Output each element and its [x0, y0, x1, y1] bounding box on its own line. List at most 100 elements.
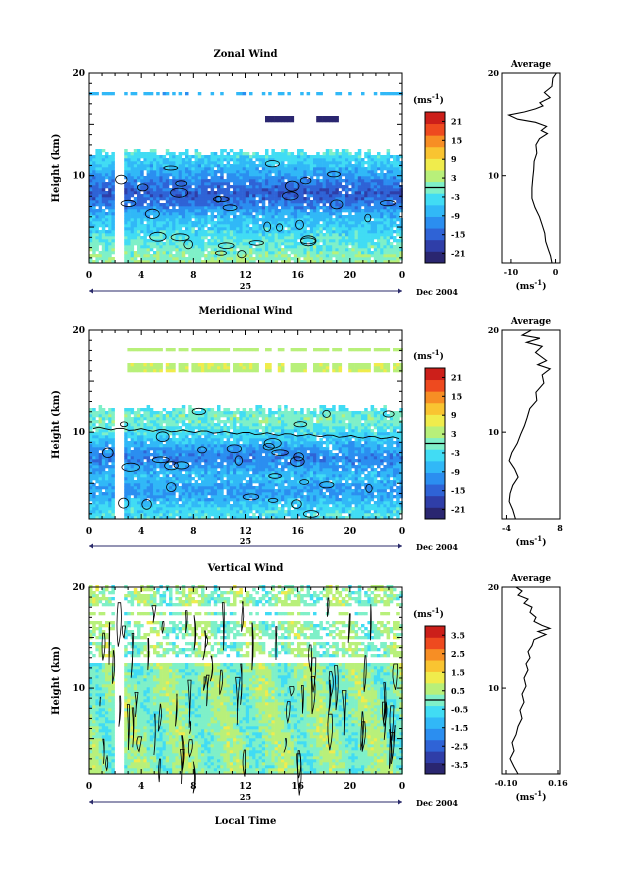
profile-x-tick-label: -0.10	[495, 778, 518, 788]
y-axis-label: Height (km)	[51, 646, 62, 715]
colorbar-unit: (ms-1)	[413, 606, 444, 621]
x-tick-label: 0	[86, 271, 92, 281]
profile-y-tick-label: 20	[488, 582, 500, 592]
colorbar-tick-label: 0.5	[451, 686, 465, 696]
x-tick-label: 12	[239, 782, 252, 792]
panel-title: Zonal Wind	[213, 49, 277, 60]
x-tick-label: 20	[344, 527, 357, 537]
colorbar-tick-label: -21	[451, 249, 465, 259]
profile-x-tick-label: -4	[502, 523, 511, 533]
colorbar-band	[425, 379, 445, 392]
date-label: Dec 2004	[416, 287, 458, 297]
heatmap	[89, 585, 403, 775]
colorbar-tick-label: 15	[451, 391, 462, 401]
contours	[102, 407, 395, 518]
profile-x-unit: (ms-1)	[516, 278, 547, 293]
profile-frame	[501, 72, 561, 264]
day-label: 25	[240, 536, 251, 546]
panel-title: Meridional Wind	[198, 306, 292, 317]
average-profile: Average 20 10 -4 8 (ms-1)	[488, 317, 563, 548]
colorbar-tick-label: 1.5	[451, 667, 465, 677]
profile-y-tick-label: 10	[488, 171, 500, 181]
colorbar-band	[425, 449, 445, 462]
colorbar-band	[425, 762, 445, 775]
y-axis-label: Height (km)	[51, 390, 62, 459]
colorbar-tick-label: 21	[451, 372, 462, 382]
profile-line	[508, 329, 552, 520]
profile-y-tick-label: 10	[488, 427, 500, 437]
average-profile: Average 20 10 -0.10 0.16(ms-1)	[488, 574, 568, 803]
y-tick-label: 10	[72, 428, 85, 438]
timeline: 25 Dec 2004	[89, 792, 458, 808]
colorbar-tick-label: -1.5	[451, 723, 468, 733]
profile-title: Average	[510, 60, 551, 70]
colorbar-band	[425, 682, 445, 695]
colorbar-tick-label: 9	[451, 154, 457, 164]
colorbar-band	[425, 414, 445, 427]
average-profile: Average 20 10 -10 0 (ms-1)	[488, 60, 561, 293]
x-tick-label: 4	[138, 782, 144, 792]
colorbar-tick-label: 21	[451, 116, 462, 126]
x-tick-label: 16	[291, 271, 304, 281]
profile-x-tick-label: -10	[504, 267, 519, 277]
day-label: 25	[240, 281, 251, 291]
x-ticks: 0 4 8 12 16 20 0	[86, 330, 405, 537]
colorbar-band	[425, 216, 445, 229]
profile-x-tick-label: 0.16	[548, 778, 568, 788]
colorbar-tick-label: 3	[451, 429, 457, 439]
colorbar-tick-label: 2.5	[451, 649, 465, 659]
colorbar-tick-label: -0.5	[451, 704, 468, 714]
colorbar-tick-label: -9	[451, 467, 460, 477]
colorbar-tick-label: -3	[451, 192, 460, 202]
profile-line	[506, 72, 557, 264]
colorbar-band	[425, 660, 445, 672]
profile-x-tick-label: 0	[553, 267, 559, 277]
x-ticks: 0 4 8 12 16 20 0	[86, 587, 405, 792]
colorbar: 21 15 9 3 -3 -9 -15 -21 (ms-1)	[413, 92, 465, 264]
x-tick-label: 4	[138, 527, 144, 537]
x-tick-label: 12	[239, 271, 252, 281]
y-tick-label: 10	[72, 684, 85, 694]
timeline: 25 Dec 2004	[89, 281, 458, 297]
x-tick-label: 0	[399, 782, 405, 792]
colorbar-band	[425, 705, 445, 718]
colorbar-band	[425, 146, 445, 159]
x-ticks: 0 4 8 12 16 20 0	[86, 73, 405, 281]
profile-x-tick-label: 8	[557, 523, 563, 533]
x-tick-label: 0	[399, 527, 405, 537]
colorbar-band	[425, 112, 445, 125]
colorbar-band	[425, 739, 445, 752]
x-tick-label: 8	[190, 271, 196, 281]
colorbar-tick-label: -3	[451, 448, 460, 458]
zero-contour	[92, 426, 400, 440]
colorbar-band	[425, 228, 445, 241]
colorbar-band	[425, 123, 445, 136]
panel-title: Vertical Wind	[207, 563, 284, 574]
profile-y-tick-label: 10	[488, 683, 500, 693]
colorbar-band	[425, 507, 445, 520]
y-axis-label: Height (km)	[51, 134, 62, 203]
colorbar-tick-label: -9	[451, 211, 460, 221]
x-axis-label: Local Time	[215, 816, 277, 827]
x-tick-label: 8	[190, 527, 196, 537]
colorbar-band	[425, 460, 445, 473]
colorbar-band	[425, 135, 445, 148]
colorbar-tick-label: 3.5	[451, 630, 465, 640]
x-tick-label: 16	[291, 782, 304, 792]
timeline: 25 Dec 2004	[89, 536, 458, 552]
profile-x-unit: (ms-1)	[516, 789, 547, 804]
contours	[115, 160, 396, 259]
colorbar-band	[425, 239, 445, 252]
colorbar-tick-label: -15	[451, 230, 465, 240]
colorbar-tick-label: -15	[451, 486, 465, 496]
colorbar-band	[425, 368, 445, 381]
x-tick-label: 8	[190, 782, 196, 792]
colorbar-band	[425, 495, 445, 508]
colorbar-band	[425, 751, 445, 764]
colorbar-band	[425, 158, 445, 171]
